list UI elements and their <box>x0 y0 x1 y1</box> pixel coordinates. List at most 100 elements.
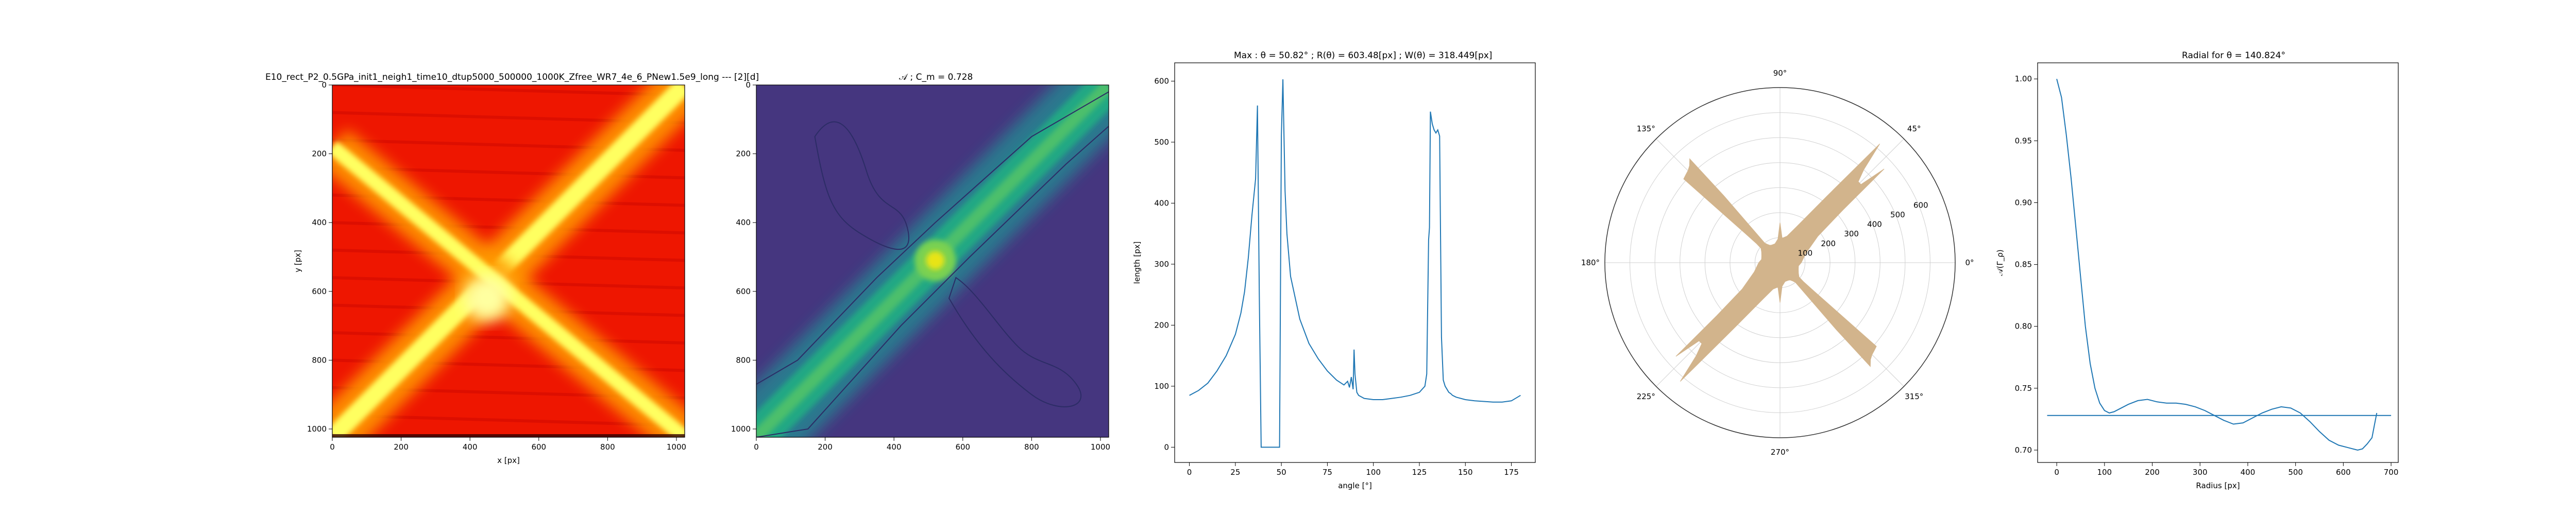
polar-r-label: 200 <box>1821 239 1836 248</box>
y-tick-label: 0.95 <box>2015 136 2032 145</box>
length-angle-title: Max : θ = 50.82° ; R(θ) = 603.48[px] ; W… <box>1234 50 1493 61</box>
y-tick-label: 1.00 <box>2015 74 2032 83</box>
polar-theta-label: 45° <box>1907 124 1921 133</box>
y-tick-label: 0 <box>321 80 327 90</box>
y-tick-label: 0.70 <box>2015 445 2032 455</box>
x-tick-label: 0 <box>754 442 759 452</box>
x-tick-label: 800 <box>600 442 615 452</box>
x-tick-label: 25 <box>1230 468 1240 477</box>
x-tick-label: 300 <box>2193 468 2208 477</box>
polar-frame <box>1604 87 1956 438</box>
polar-r-label: 500 <box>1890 210 1905 219</box>
y-tick-label: 0.80 <box>2015 322 2032 331</box>
y-tick-label: 0.85 <box>2015 260 2032 269</box>
x-tick-label: 500 <box>2288 468 2303 477</box>
y-tick-label: 0 <box>745 80 751 90</box>
x-tick-label: 600 <box>2336 468 2351 477</box>
heatmap-contour <box>756 126 1109 437</box>
y-tick-label: 200 <box>736 149 751 159</box>
x-tick-label: 75 <box>1323 468 1332 477</box>
y-tick-label: 0.75 <box>2015 384 2032 393</box>
x-tick-label: 175 <box>1504 468 1519 477</box>
series-line-0 <box>1189 79 1521 448</box>
heatmap-raw-title: E10_rect_P2_0.5GPa_init1_neigh1_time10_d… <box>265 72 759 82</box>
heatmap-frame <box>756 84 1109 438</box>
y-tick-label: 1000 <box>731 424 751 434</box>
heatmap-contour <box>814 121 909 250</box>
y-tick-label: 600 <box>736 287 751 296</box>
x-tick-label: 600 <box>955 442 970 452</box>
y-tick-label: 800 <box>312 355 327 365</box>
polar-theta-label: 135° <box>1637 124 1655 133</box>
y-tick-label: 400 <box>1154 198 1169 208</box>
y-tick-label: 200 <box>312 149 327 159</box>
x-tick-label: 200 <box>394 442 409 452</box>
plot-frame <box>2037 62 2399 463</box>
x-tick-label: 400 <box>463 442 478 452</box>
series-line-0 <box>2056 78 2378 451</box>
y-tick-label: 500 <box>1154 138 1169 147</box>
polar-theta-label: 180° <box>1581 258 1600 267</box>
heatmap-texture <box>332 331 685 345</box>
heatmap-band <box>332 85 685 437</box>
x-tick-label: 1000 <box>1091 442 1110 452</box>
polar-theta-label: 270° <box>1771 448 1789 457</box>
y-axis-label: 𝒜(Γ_ρ) <box>1995 249 2005 276</box>
x-axis-label: angle [°] <box>1338 481 1372 490</box>
x-tick-label: 1000 <box>667 442 686 452</box>
length-angle-chart: 0 25 50 75 100 125 150 175 0 100 200 300 400 500 600 an… <box>1132 62 1536 490</box>
x-tick-label: 100 <box>2097 468 2112 477</box>
plot-frame <box>1174 62 1536 463</box>
x-tick-label: 150 <box>1458 468 1473 477</box>
heatmap-contour <box>756 91 1109 385</box>
y-tick-label: 100 <box>1154 382 1169 391</box>
polar-theta-label: 315° <box>1905 392 1923 401</box>
heatmap-texture <box>332 414 685 427</box>
polar-area <box>1675 143 1885 382</box>
x-tick-label: 0 <box>330 442 335 452</box>
y-tick-label: 800 <box>736 355 751 365</box>
polar-r-label: 100 <box>1798 248 1813 258</box>
radial-title: Radial for θ = 140.824° <box>2182 50 2285 61</box>
y-tick-label: 400 <box>736 218 751 227</box>
heatmap-frame <box>332 84 685 438</box>
y-tick-label: 200 <box>1154 320 1169 330</box>
x-tick-label: 600 <box>531 442 546 452</box>
y-tick-label: 600 <box>1154 77 1169 86</box>
x-tick-label: 400 <box>2241 468 2256 477</box>
y-tick-label: 0 <box>1164 442 1169 452</box>
y-tick-label: 600 <box>312 287 327 296</box>
y-tick-label: 1000 <box>307 424 327 434</box>
y-axis-label: length [px] <box>1132 242 1142 284</box>
polar-r-label: 400 <box>1867 220 1882 229</box>
heatmap-hotspot <box>464 275 511 322</box>
x-tick-label: 200 <box>2145 468 2160 477</box>
polar-r-label: 600 <box>1913 200 1928 210</box>
y-tick-label: 0.90 <box>2015 198 2032 207</box>
polar-theta-label: 90° <box>1773 68 1787 78</box>
polar-theta-label: 0° <box>1965 258 1974 267</box>
x-tick-label: 50 <box>1277 468 1286 477</box>
heatmap-a-title: 𝒜 ; C_m = 0.728 <box>899 72 973 82</box>
x-tick-label: 125 <box>1412 468 1427 477</box>
heatmap-texture <box>332 85 685 97</box>
x-axis-label: Radius [px] <box>2196 481 2240 490</box>
x-axis-label: x [px] <box>497 456 520 465</box>
y-tick-label: 400 <box>312 218 327 227</box>
x-tick-label: 400 <box>887 442 902 452</box>
x-tick-label: 200 <box>818 442 833 452</box>
x-tick-label: 800 <box>1024 442 1039 452</box>
x-tick-label: 700 <box>2384 468 2399 477</box>
polar-theta-label: 225° <box>1637 392 1655 401</box>
y-axis-label: y [px] <box>293 250 302 272</box>
heatmap-contour <box>948 277 1081 407</box>
x-tick-label: 0 <box>1187 468 1192 477</box>
heatmap-peak <box>926 251 945 270</box>
